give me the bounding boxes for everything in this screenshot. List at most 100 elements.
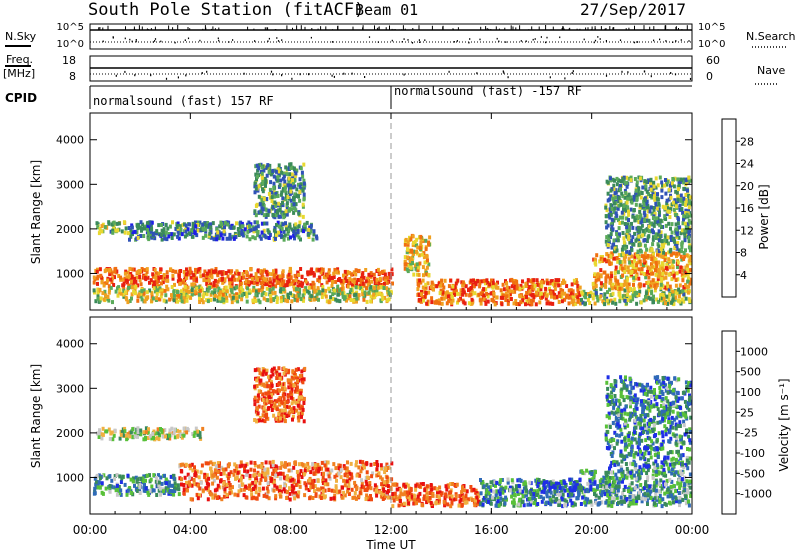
scatter-cell [362,485,366,490]
scatter-cell [122,220,126,225]
scatter-cell [225,473,229,478]
scatter-cell [356,285,360,290]
scatter-cell [385,286,389,291]
scatter-cell [532,278,536,283]
scatter-cell [409,237,413,242]
scatter-cell [266,489,270,494]
scatter-cell [204,227,208,232]
scatter-cell [485,291,489,296]
scatter-cell [365,470,369,475]
scatter-cell [265,282,269,287]
scatter-cell [276,280,280,285]
scatter-cell [206,497,210,502]
scatter-cell [235,476,239,480]
scatter-cell [170,285,174,289]
scatter-cell [149,477,153,482]
scatter-cell [671,289,675,294]
scatter-cell [676,221,680,226]
scatter-cell [163,488,167,493]
nsearch-dot [505,41,507,43]
scatter-cell [283,188,287,193]
scatter-cell [165,274,169,279]
scatter-cell [664,217,668,221]
scatter-cell [228,281,232,286]
scatter-cell [259,195,263,200]
scatter-cell [352,270,356,275]
scatter-cell [627,257,631,262]
freq-dot [299,73,301,76]
scatter-cell [623,207,627,212]
scatter-cell [238,278,242,282]
scatter-cell [619,202,623,207]
scatter-cell [282,174,286,179]
scatter-cell [182,287,186,292]
scatter-cell [189,295,193,300]
scatter-cell [311,466,315,471]
scatter-cell [386,289,389,294]
scatter-cell [374,488,378,493]
scatter-cell [342,490,346,495]
scatter-cell [416,292,420,297]
scatter-cell [615,232,619,236]
nsearch-dot [636,41,639,43]
scatter-cell [93,486,97,491]
scatter-cell [304,279,308,284]
scatter-cell [282,464,286,469]
scatter-cell [290,172,294,177]
scatter-cell [664,178,667,182]
scatter-cell [444,291,448,296]
scatter-cell [223,489,227,494]
scatter-cell [123,426,127,431]
scatter-cell [349,288,353,292]
scatter-cell [184,462,188,467]
scatter-cell [226,476,230,481]
scatter-cell [276,175,280,180]
scatter-cell [93,491,97,496]
scatter-cell [654,185,658,190]
scatter-cell [614,211,618,216]
scatter-cell [206,299,210,304]
scatter-cell [490,298,494,303]
scatter-cell [279,289,283,294]
scatter-cell [133,287,137,292]
scatter-cell [664,275,668,280]
scatter-cell [283,461,287,466]
scatter-cell [437,281,441,286]
scatter-cell [672,184,676,189]
nsearch-dot [680,39,682,41]
scatter-cell [197,292,201,297]
scatter-cell [615,248,619,253]
scatter-cell [578,301,582,306]
scatter-cell [627,270,631,275]
scatter-cell [594,262,598,267]
scatter-cell [216,298,220,303]
scatter-cell [661,264,665,269]
scatter-cell [225,492,229,497]
scatter-cell [513,285,517,290]
scatter-cell [253,463,257,468]
scatter-cell [684,296,688,301]
scatter-cell [289,275,293,280]
scatter-cell [477,292,481,297]
scatter-cell [404,237,408,242]
scatter-cell [515,302,519,306]
scatter-cell [196,496,200,501]
scatter-cell [292,233,296,238]
scatter-cell [453,292,456,297]
scatter-cell [264,165,268,170]
scatter-cell [680,245,684,249]
scatter-cell [637,186,641,191]
scatter-cell [613,246,617,251]
scatter-cell [151,431,155,436]
scatter-cell [674,222,678,227]
scatter-cell [322,471,326,476]
scatter-cell [294,375,298,380]
scatter-cell [589,290,593,295]
scatter-cell [287,462,291,467]
scatter-cell [250,496,254,501]
scatter-cell [518,286,522,291]
scatter-cell [643,260,647,265]
scatter-cell [409,256,413,261]
scatter-cell [117,274,121,278]
scatter-cell [654,201,658,206]
